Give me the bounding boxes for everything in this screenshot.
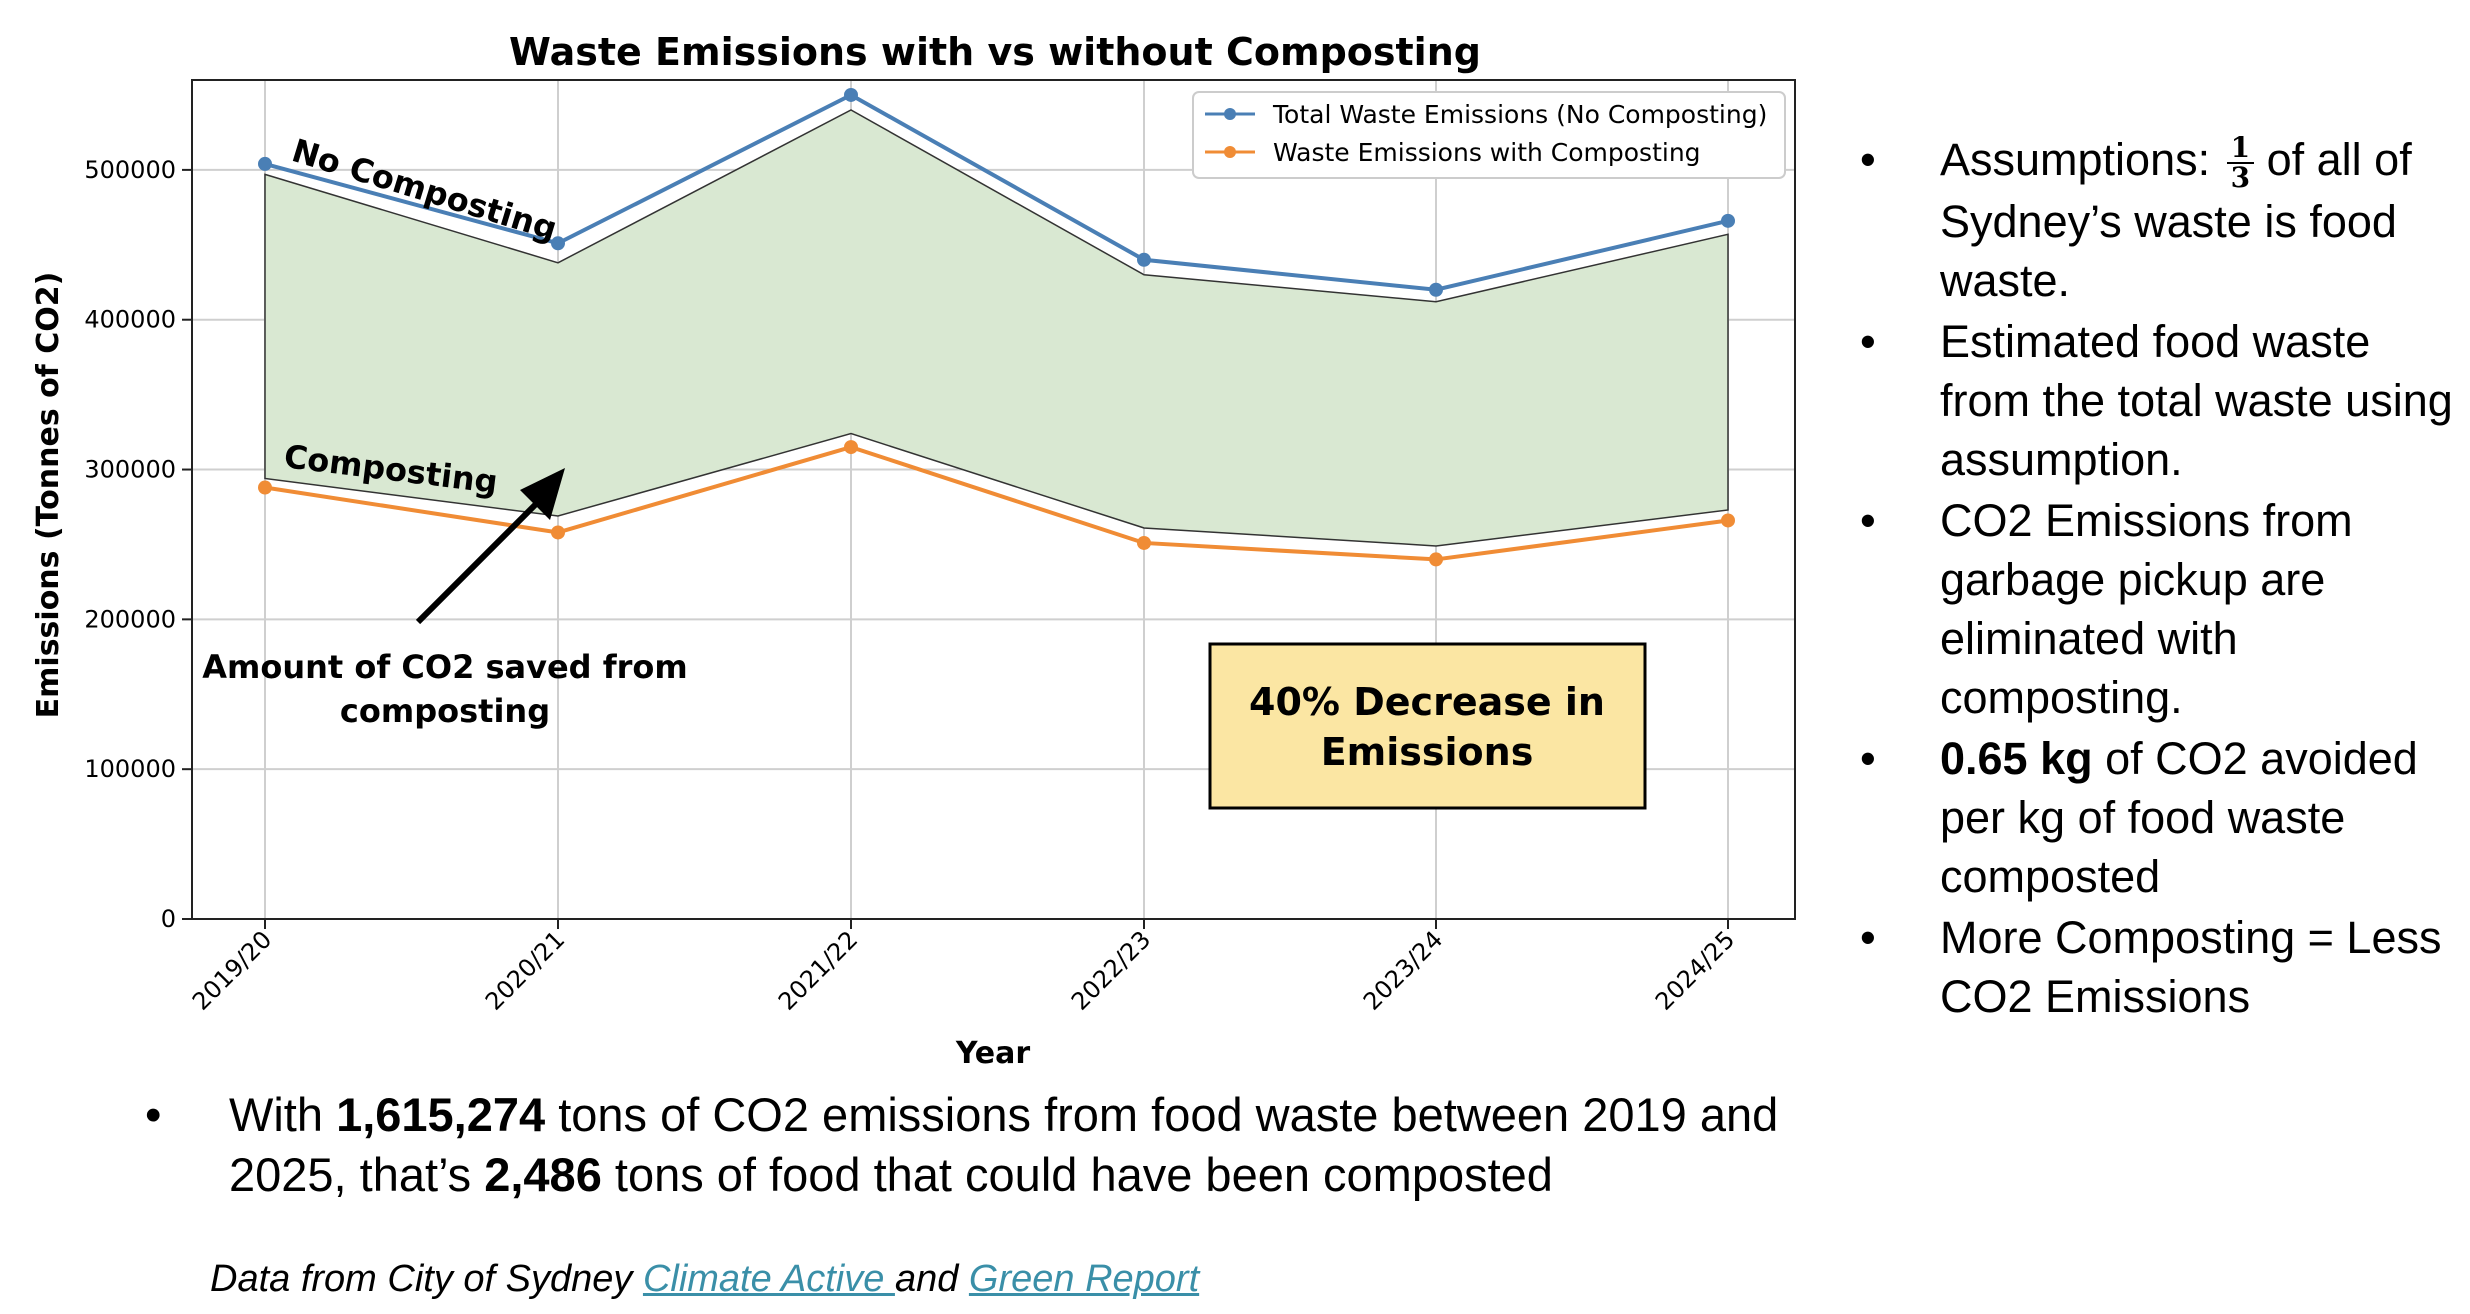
legend-entry-no-composting: Total Waste Emissions (No Composting): [1272, 100, 1767, 129]
data-point-0-4: [1429, 282, 1443, 297]
x-tick-label-2: 2021/22: [773, 925, 863, 1015]
series-line-0: [264, 92, 1729, 292]
decrease-line2: Emissions: [1321, 730, 1534, 774]
data-point-0-2: [844, 87, 858, 102]
y-tick-label-3: 300000: [84, 456, 176, 484]
x-tick-label-4: 2023/24: [1358, 925, 1448, 1015]
decrease-line1: 40% Decrease in: [1249, 680, 1605, 724]
x-tick-label-5: 2024/25: [1650, 925, 1740, 1015]
climate-active-link[interactable]: Climate Active: [642, 1258, 895, 1300]
y-tick-label-2: 200000: [84, 605, 176, 633]
data-point-0-3: [1137, 252, 1151, 267]
y-tick-label-4: 400000: [84, 306, 176, 334]
data-point-1-0: [258, 480, 272, 495]
data-point-1-2: [844, 440, 858, 455]
arrow: [415, 468, 565, 625]
bullet-pickup: • CO2 Emissions from garbage pickup are …: [1860, 495, 2353, 724]
x-tick-label-1: 2020/21: [480, 925, 570, 1015]
y-tick-label-0: 0: [161, 905, 176, 933]
legend-entry-composting: Waste Emissions with Composting: [1273, 138, 1701, 167]
data-point-0-0: [258, 156, 272, 171]
y-axis-ticks: 0 100000 200000 300000 400000 500000: [84, 156, 192, 933]
legend: Total Waste Emissions (No Composting) Wa…: [1192, 91, 1786, 179]
green-report-link[interactable]: Green Report: [968, 1258, 1200, 1300]
data-point-1-4: [1429, 552, 1443, 567]
series-line-1: [264, 444, 1729, 562]
arrow-label-line1: Amount of CO2 saved from: [202, 648, 688, 686]
data-point-1-3: [1137, 535, 1151, 550]
y-tick-label-1: 100000: [84, 755, 176, 783]
x-axis-label: Year: [955, 1036, 1031, 1071]
arrow-label-line2: composting: [340, 692, 550, 730]
y-tick-label-5: 500000: [84, 156, 176, 184]
x-tick-label-3: 2022/23: [1066, 925, 1156, 1015]
data-point-1-1: [551, 525, 565, 540]
chart-title: Waste Emissions with vs without Composti…: [509, 30, 1481, 74]
plot-frame: [191, 79, 1796, 920]
data-point-0-5: [1721, 213, 1735, 228]
bullet-estimate: • Estimated food waste from the total wa…: [1860, 316, 2453, 486]
co2-saved-band: [264, 109, 1729, 547]
data-source: Data from City of Sydney Climate Active …: [210, 1258, 1200, 1300]
bullet-more: • More Composting = Less CO2 Emissions: [1860, 912, 2442, 1023]
data-point-1-5: [1721, 513, 1735, 528]
y-axis-label: Emissions (Tonnes of CO2): [31, 272, 66, 719]
summary-bullet: • With 1,615,274 tons of CO2 emissions f…: [145, 1088, 1779, 1201]
emissions-chart: Waste Emissions with vs without Composti…: [31, 30, 1796, 1071]
x-axis-ticks: 2019/20 2020/21 2021/22 2022/23 2023/24 2024/…: [187, 919, 1740, 1016]
data-point-0-1: [551, 236, 565, 251]
series-lines: [258, 87, 1735, 567]
decrease-box: [1208, 642, 1647, 810]
x-tick-label-0: 2019/20: [187, 925, 277, 1015]
bullet-avoided: • 0.65 kg of CO2 avoided per kg of food …: [1860, 733, 2418, 903]
